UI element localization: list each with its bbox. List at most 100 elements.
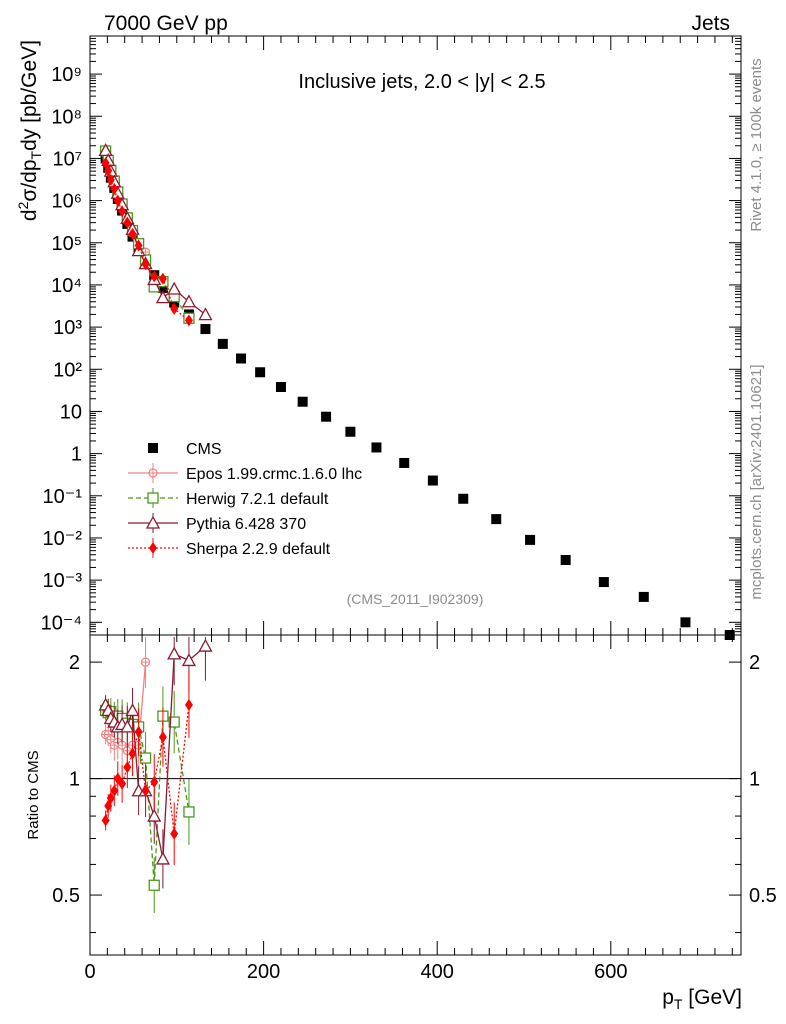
x-tick-label: 600 [594, 961, 627, 983]
point-cms [680, 617, 691, 628]
x-axis-label: pT [GeV] [662, 986, 742, 1012]
point-cms [321, 411, 332, 422]
legend: CMS Epos 1.99.crmc.1.6.0 lhc Herwig 7.2.1 … [128, 441, 362, 558]
ratio-point-herwig [168, 716, 180, 728]
series-cms [100, 153, 735, 640]
point-cms [157, 282, 168, 293]
main-y-ticks [90, 35, 741, 636]
point-sherpa [150, 270, 159, 283]
point-sherpa [110, 182, 119, 195]
header-right: Jets [691, 12, 730, 35]
ratio-tick-label-left: 1 [69, 769, 80, 791]
point-cms [560, 555, 571, 566]
ratio-point-sherpa [150, 775, 159, 788]
rivet-label: Rivet 4.1.0, ≥ 100k events [748, 58, 765, 231]
legend-marker [147, 492, 159, 504]
ratio-series [98, 637, 213, 914]
y-tick-label: 10⁷ [53, 148, 82, 170]
point-cms [458, 493, 469, 504]
point-cms [217, 338, 228, 349]
ratio-point-sherpa [184, 698, 193, 711]
y-tick-label: 1 [71, 444, 82, 466]
point-cms [236, 353, 247, 364]
ratio-series-pythia [98, 637, 213, 889]
ratio-point-herwig [148, 879, 160, 891]
point-cms [275, 382, 286, 393]
point-cms [638, 591, 649, 602]
ratio-tick-label-left: 0.5 [52, 885, 80, 907]
point-cms [399, 457, 410, 468]
point-sherpa [123, 216, 132, 229]
point-cms [525, 534, 536, 545]
ratio-point-pythia [155, 851, 171, 865]
point-pythia [167, 281, 182, 295]
point-cms [255, 367, 266, 378]
point-sherpa [134, 239, 143, 252]
legend-label: Pythia 6.428 370 [186, 516, 306, 533]
ratio-point-sherpa [123, 761, 132, 774]
ratio-point-pythia [198, 638, 213, 652]
series-line-sherpa [105, 162, 190, 321]
ratio-point-herwig [139, 752, 152, 764]
ratio-series-sherpa [101, 672, 193, 865]
point-sherpa [170, 302, 179, 315]
point-pythia [98, 143, 113, 157]
point-cms [297, 396, 308, 407]
x-ticks [89, 36, 733, 955]
point-cms [598, 577, 609, 588]
ratio-point-sherpa [101, 814, 110, 827]
point-cms [345, 426, 356, 437]
point-sherpa [158, 272, 167, 285]
x-tick-label: 0 [84, 961, 95, 983]
point-cms [371, 442, 382, 453]
point-pythia [198, 307, 213, 321]
mcplots-label: mcplots.cern.ch [arXiv:2401.10621] [748, 364, 765, 599]
point-sherpa [106, 173, 115, 186]
ratio-point-sherpa [141, 784, 150, 797]
point-cms [169, 297, 180, 308]
point-pythia [181, 294, 197, 308]
point-sherpa [141, 258, 150, 271]
ratio-tick-label-right: 2 [749, 652, 760, 674]
y-tick-label: 10⁴ [51, 275, 82, 297]
ratio-point-pythia [167, 646, 182, 660]
point-cms [427, 475, 438, 486]
ratio-point-sherpa [170, 827, 179, 840]
ratio-point-herwig [183, 806, 195, 818]
legend-label: Sherpa 2.2.9 default [186, 541, 331, 558]
legend-marker [148, 443, 158, 453]
ratio-point-sherpa [158, 731, 167, 744]
point-cms [200, 324, 211, 335]
x-tick-label: 200 [247, 961, 280, 983]
y-tick-label: 10⁸ [51, 106, 82, 128]
legend-item-cms: CMS [148, 441, 222, 458]
plot-title: Inclusive jets, 2.0 < |y| < 2.5 [298, 71, 545, 93]
legend-item-sherpa: Sherpa 2.2.9 default [128, 538, 331, 558]
y-tick-label: 10⁻⁴ [41, 612, 82, 634]
point-pythia [155, 290, 171, 304]
point-sherpa [118, 205, 127, 218]
ratio-tick-label-left: 2 [69, 652, 80, 674]
header-left: 7000 GeV pp [104, 12, 228, 35]
point-sherpa [104, 164, 113, 177]
ratio-point-pythia [181, 653, 197, 667]
ratio-point-sherpa [110, 784, 119, 797]
point-sherpa [128, 227, 137, 240]
ratio-point-pythia [125, 703, 140, 717]
y-tick-label: 10⁵ [51, 233, 82, 255]
ratio-point-sherpa [128, 747, 137, 760]
ratio-y-axis-label: Ratio to CMS [25, 750, 42, 839]
ratio-point-pythia [120, 719, 135, 733]
y-tick-label: 10⁻¹ [43, 486, 83, 508]
y-tick-label: 10³ [53, 317, 82, 339]
legend-label: Herwig 7.2.1 default [186, 491, 329, 508]
ratio-panel-frame [89, 634, 742, 956]
legend-label: CMS [186, 441, 222, 458]
y-tick-label: 10 [60, 401, 82, 423]
main-series [98, 143, 735, 640]
point-sherpa [113, 194, 122, 207]
y-axis-label: d2σ/dpTdy [pb/GeV] [15, 40, 44, 221]
legend-marker [149, 542, 157, 554]
ratio-y-tick-labels: 0.5 0.5 1 1 2 2 [52, 652, 777, 907]
